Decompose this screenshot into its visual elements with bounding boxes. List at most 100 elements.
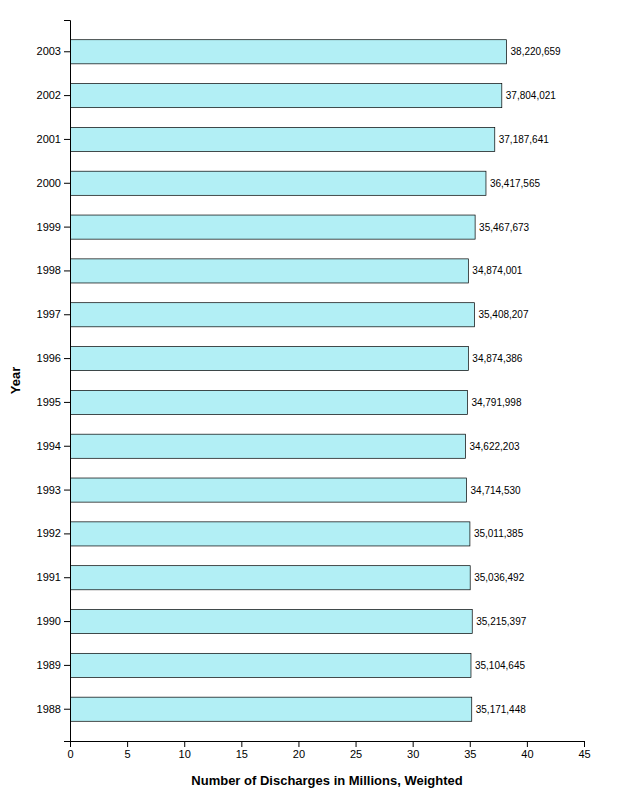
bar: [70, 522, 470, 546]
tick-mark: [64, 95, 70, 96]
y-tick: 1994: [37, 440, 70, 452]
axis-line: [71, 742, 585, 748]
tick-mark: [64, 314, 70, 315]
y-tick: 2003: [37, 45, 70, 57]
bar: [70, 259, 468, 283]
axis-line: [64, 21, 71, 742]
data-label: 34,622,203: [469, 441, 519, 452]
tick-label: 1994: [37, 440, 61, 452]
tick-label: 2002: [37, 89, 61, 101]
bar: [70, 610, 472, 634]
bar: [70, 40, 507, 64]
y-tick: 1988: [37, 703, 70, 715]
data-label: 38,220,659: [511, 46, 561, 57]
tick-label: 1988: [37, 703, 61, 715]
tick-mark: [64, 227, 70, 228]
tick-mark: [241, 741, 242, 747]
bar: [70, 84, 502, 108]
tick-label: 2001: [37, 133, 61, 145]
bar: [70, 653, 471, 677]
y-axis: 2003 2002 2001 2000 1999 1998 1997 1996 1995 1994…: [37, 21, 71, 742]
bar: [70, 215, 475, 239]
tick-mark: [64, 665, 70, 666]
tick-mark: [64, 183, 70, 184]
data-label: 35,215,397: [476, 616, 526, 627]
bar: [70, 127, 495, 151]
y-tick: 2001: [37, 133, 70, 145]
data-label: 35,467,673: [479, 222, 529, 233]
tick-mark: [64, 533, 70, 534]
data-label: 34,714,530: [471, 485, 521, 496]
tick-mark: [64, 270, 70, 271]
tick-mark: [413, 741, 414, 747]
x-tick: 30: [407, 741, 419, 760]
data-label: 37,804,021: [506, 90, 556, 101]
tick-label: 35: [464, 748, 476, 760]
y-tick: 2002: [37, 89, 70, 101]
tick-mark: [184, 741, 185, 747]
data-label: 34,791,998: [471, 397, 521, 408]
x-axis: 051015202530354045: [67, 741, 590, 760]
tick-label: 45: [578, 748, 590, 760]
bar: [70, 478, 467, 502]
bar: [70, 434, 465, 458]
x-tick: 40: [521, 741, 533, 760]
x-tick: 35: [464, 741, 476, 760]
chart-svg: 38,220,659 37,804,021 37,187,641 36,417,565…: [0, 0, 624, 801]
y-tick: 1997: [37, 308, 70, 320]
tick-mark: [64, 358, 70, 359]
tick-label: 1999: [37, 221, 61, 233]
tick-label: 30: [407, 748, 419, 760]
x-tick: 5: [125, 741, 131, 760]
tick-label: 2000: [37, 177, 61, 189]
tick-label: 1991: [37, 571, 61, 583]
bars: [70, 40, 507, 722]
x-axis-title: Number of Discharges in Millions, Weight…: [191, 773, 462, 788]
x-tick: 10: [179, 741, 191, 760]
x-tick: 45: [578, 741, 590, 760]
y-tick: 1993: [37, 484, 70, 496]
data-label: 34,874,001: [472, 265, 522, 276]
data-label: 35,408,207: [478, 309, 528, 320]
y-tick: 1992: [37, 527, 70, 539]
tick-mark: [64, 577, 70, 578]
y-tick: 2000: [37, 177, 70, 189]
y-tick: 1996: [37, 352, 70, 364]
bar: [70, 697, 472, 721]
data-label: 34,874,386: [472, 353, 522, 364]
data-label: 35,171,448: [476, 704, 526, 715]
x-tick: 0: [67, 741, 73, 760]
data-labels: 38,220,659 37,804,021 37,187,641 36,417,565…: [469, 46, 561, 714]
data-label: 36,417,565: [490, 178, 540, 189]
y-tick: 1990: [37, 615, 70, 627]
tick-label: 1996: [37, 352, 61, 364]
tick-label: 20: [293, 748, 305, 760]
bar: [70, 347, 468, 371]
tick-mark: [64, 709, 70, 710]
tick-label: 1998: [37, 264, 61, 276]
tick-mark: [127, 741, 128, 747]
tick-mark: [64, 402, 70, 403]
y-tick: 1998: [37, 264, 70, 276]
bar: [70, 303, 474, 327]
tick-label: 25: [350, 748, 362, 760]
tick-mark: [64, 51, 70, 52]
tick-label: 1990: [37, 615, 61, 627]
data-label: 37,187,641: [499, 134, 549, 145]
tick-label: 1993: [37, 484, 61, 496]
tick-label: 2003: [37, 45, 61, 57]
bar: [70, 566, 470, 590]
tick-label: 1989: [37, 659, 61, 671]
tick-label: 0: [67, 748, 73, 760]
x-tick: 25: [350, 741, 362, 760]
tick-mark: [298, 741, 299, 747]
tick-mark: [527, 741, 528, 747]
y-tick: 1989: [37, 659, 70, 671]
tick-mark: [64, 490, 70, 491]
tick-label: 40: [521, 748, 533, 760]
bar: [70, 171, 486, 195]
tick-mark: [64, 139, 70, 140]
tick-label: 1995: [37, 396, 61, 408]
data-label: 35,011,385: [474, 528, 524, 539]
tick-label: 1997: [37, 308, 61, 320]
